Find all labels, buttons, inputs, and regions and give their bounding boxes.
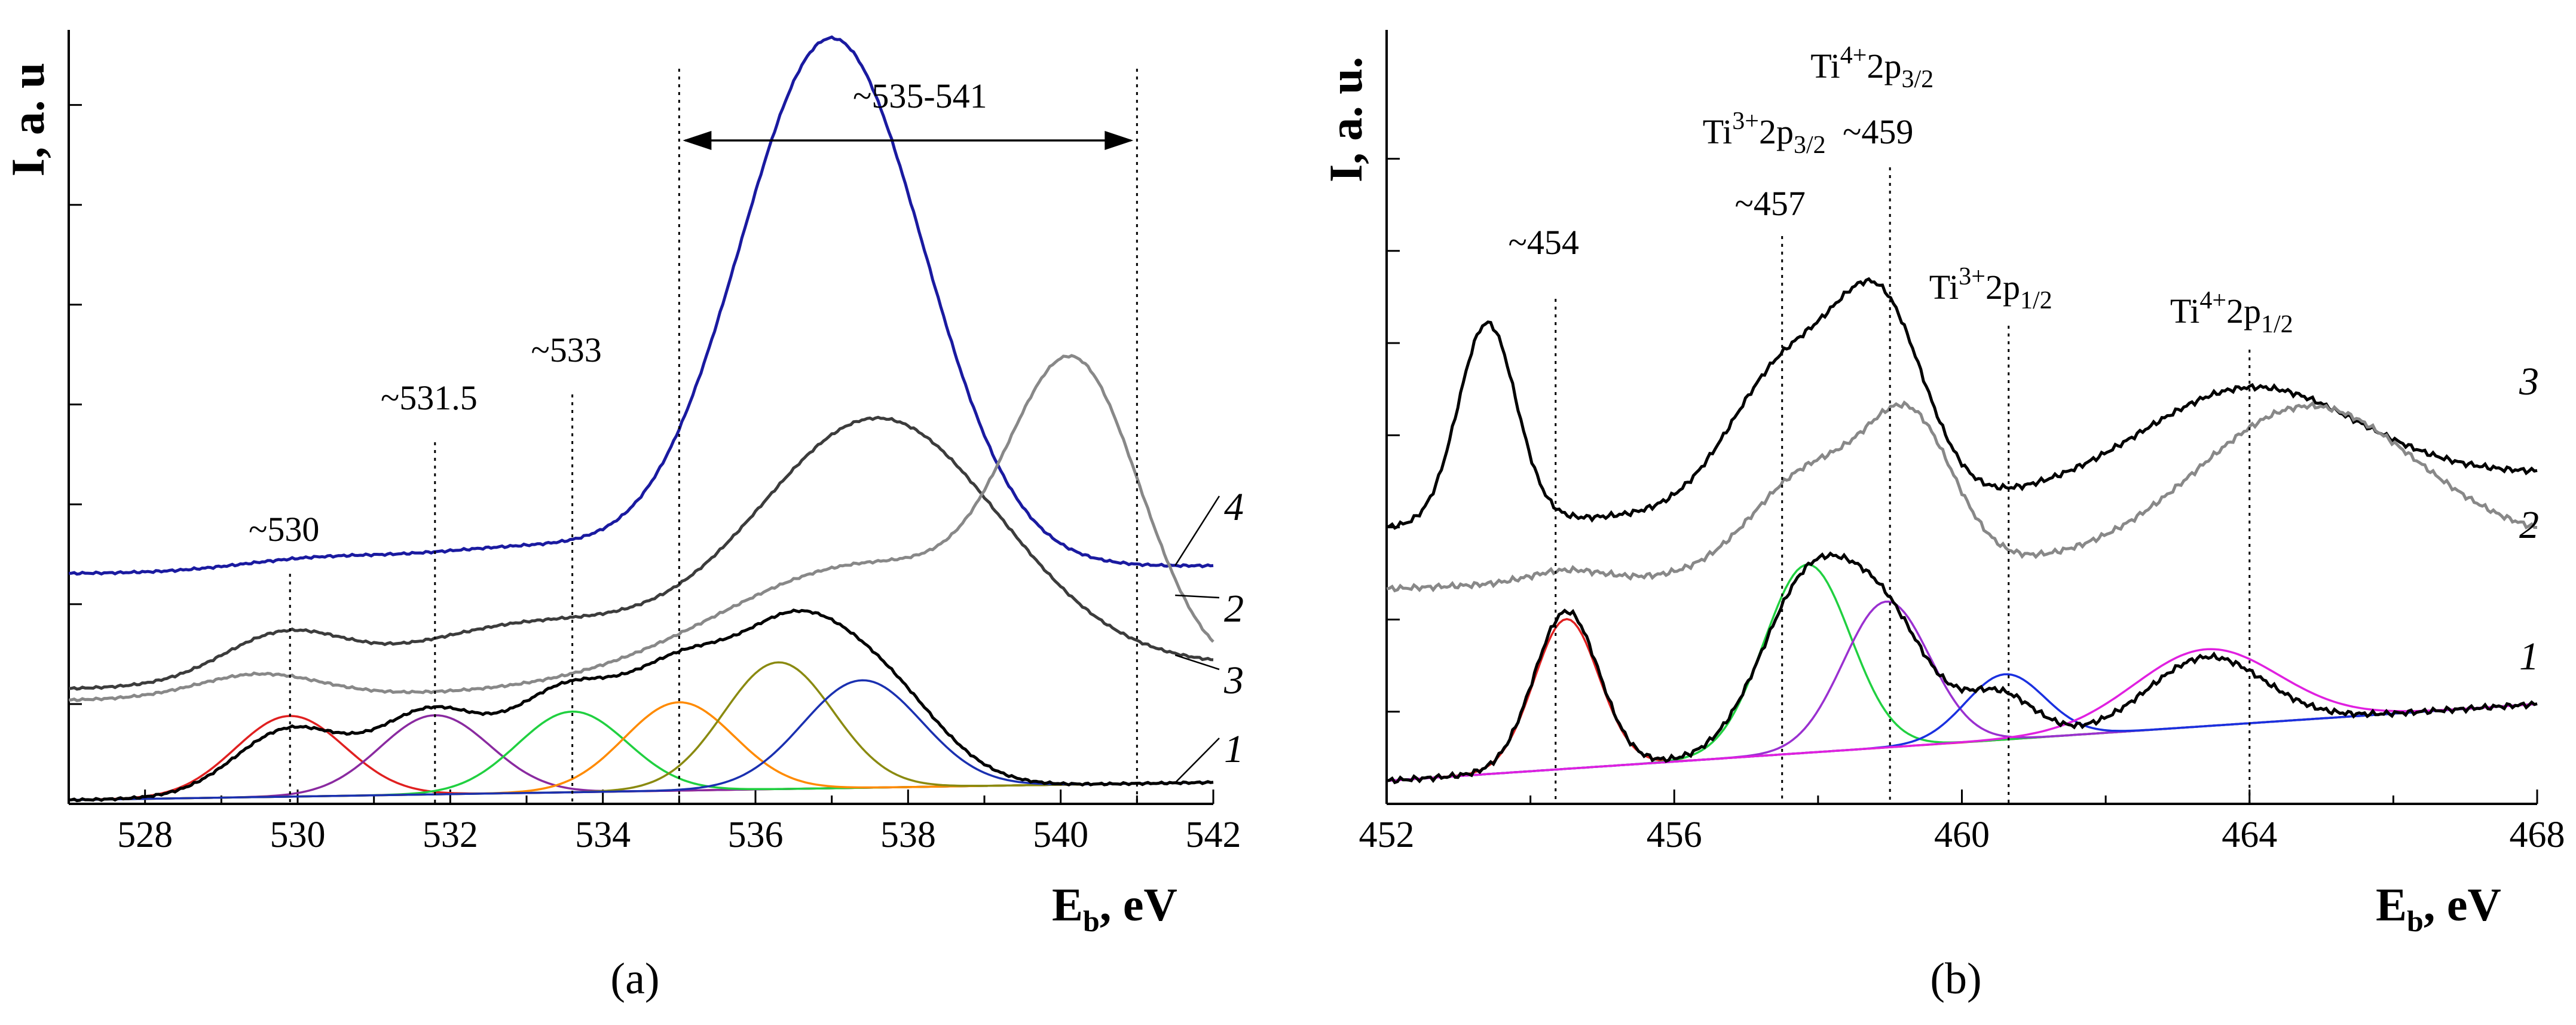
curve-label-leader bbox=[1174, 495, 1220, 567]
series-1 bbox=[68, 608, 1214, 803]
y-axis-label: I, a. u. bbox=[1320, 57, 1372, 182]
x-label-rest: , eV bbox=[1100, 879, 1177, 931]
peak-marker-label: ~530 bbox=[249, 510, 319, 549]
curve-label-1: 1 bbox=[1224, 727, 1244, 771]
ion-state-label: Ti4+2p1/2 bbox=[2170, 287, 2293, 338]
x-tick-label: 542 bbox=[1186, 815, 1241, 855]
peak-marker-label: ~457 bbox=[1735, 184, 1806, 223]
curve-label-1: 1 bbox=[2519, 635, 2539, 678]
fit-component-2 bbox=[68, 714, 1214, 801]
x-label-main: E bbox=[2376, 879, 2407, 931]
fit-component-1 bbox=[68, 715, 1214, 801]
x-tick-label: 530 bbox=[270, 815, 326, 855]
fit-component-3 bbox=[68, 710, 1214, 801]
x-tick-label: 456 bbox=[1647, 815, 1702, 855]
curve-label-leader bbox=[1174, 738, 1220, 784]
fit-component-5 bbox=[68, 661, 1214, 801]
curve-label-leader bbox=[1174, 654, 1220, 671]
curve-label-4: 4 bbox=[1224, 485, 1244, 529]
x-tick-label: 538 bbox=[880, 815, 936, 855]
panel-label: (a) bbox=[610, 954, 659, 1003]
x-tick-label: 528 bbox=[117, 815, 173, 855]
curve-label-leader bbox=[1175, 594, 1220, 599]
ion-state-label: Ti3+2p3/2 bbox=[1703, 108, 1826, 159]
x-tick-label: 464 bbox=[2222, 815, 2277, 855]
x-tick-label: 460 bbox=[1934, 815, 1990, 855]
fit-component-5 bbox=[1386, 648, 2538, 782]
peak-marker-label: ~533 bbox=[531, 331, 601, 369]
range-label: ~535-541 bbox=[853, 77, 987, 115]
range-arrowhead-right bbox=[1105, 131, 1134, 150]
x-axis-label: Eb, eV bbox=[2376, 879, 2501, 938]
x-tick-label: 540 bbox=[1033, 815, 1088, 855]
curve-label-3: 3 bbox=[2519, 360, 2539, 403]
series-2 bbox=[1386, 400, 2538, 593]
fit-component-6 bbox=[68, 679, 1214, 801]
curve-label-2: 2 bbox=[1224, 587, 1244, 631]
series-2 bbox=[68, 354, 1214, 702]
series-4 bbox=[68, 35, 1214, 576]
panel-b-chart: 452 456 460 464 468 I, a. u. Eb, eV (b) 3 2 1 ~454 ~… bbox=[1320, 30, 2565, 1003]
y-axis-label: I, a. u bbox=[2, 63, 54, 177]
peak-marker-label: ~459 bbox=[1843, 112, 1913, 151]
curve-label-3: 3 bbox=[1223, 659, 1244, 702]
x-label-sub: b bbox=[2407, 904, 2424, 938]
x-axis-label: Eb, eV bbox=[1052, 879, 1177, 938]
x-tick-label: 468 bbox=[2510, 815, 2565, 855]
fit-component-2 bbox=[1386, 563, 2538, 782]
panel-a-chart: 528 530 532 534 536 538 540 542 I, a. u Eb, eV (a)… bbox=[2, 30, 1244, 1003]
range-arrowhead-left bbox=[683, 131, 712, 150]
x-label-main: E bbox=[1052, 879, 1083, 931]
ion-state-label: Ti3+2p1/2 bbox=[1929, 263, 2052, 314]
series-3 bbox=[68, 415, 1214, 691]
panel-label: (b) bbox=[1930, 954, 1981, 1003]
x-tick-label: 532 bbox=[423, 815, 478, 855]
ion-state-label: Ti4+2p3/2 bbox=[1810, 42, 1933, 93]
curve-label-2: 2 bbox=[2519, 503, 2539, 547]
x-tick-label: 536 bbox=[728, 815, 784, 855]
series-1 bbox=[1386, 551, 2538, 785]
peak-marker-label: ~531.5 bbox=[381, 378, 478, 417]
peak-marker-label: ~454 bbox=[1509, 223, 1579, 262]
x-label-sub: b bbox=[1083, 904, 1100, 938]
x-tick-label: 452 bbox=[1359, 815, 1415, 855]
x-label-rest: , eV bbox=[2424, 879, 2501, 931]
fit-component-1 bbox=[1386, 617, 2538, 782]
x-tick-label: 534 bbox=[575, 815, 631, 855]
